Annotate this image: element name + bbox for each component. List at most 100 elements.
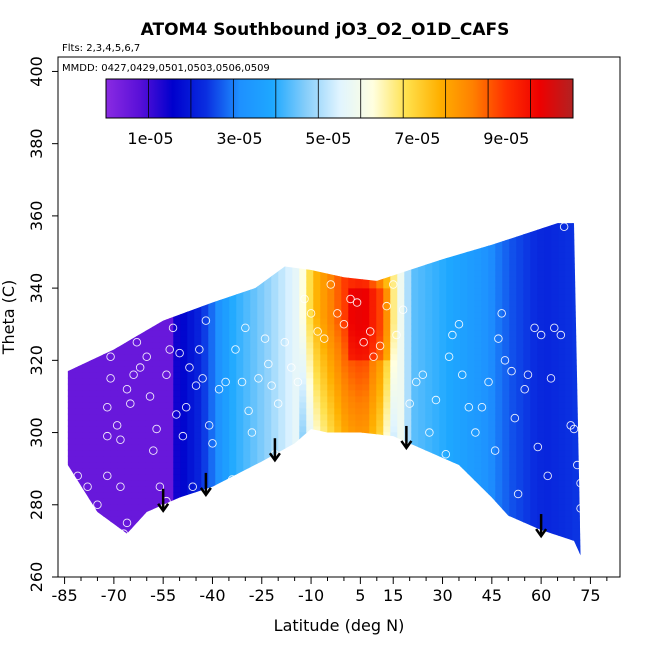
- heatmap-cell: [187, 455, 195, 463]
- heatmap-cell: [152, 491, 160, 499]
- heatmap-cell: [292, 341, 300, 349]
- heatmap-cell: [334, 257, 342, 265]
- heatmap-cell: [474, 293, 482, 301]
- heatmap-cell: [530, 263, 538, 271]
- heatmap-cell: [481, 473, 489, 481]
- heatmap-cell: [404, 461, 412, 469]
- heatmap-cell: [495, 455, 503, 463]
- heatmap-cell: [103, 365, 111, 373]
- heatmap-cell: [355, 377, 363, 385]
- heatmap-cell: [327, 467, 335, 475]
- heatmap-cell: [509, 473, 517, 481]
- heatmap-cell: [271, 275, 279, 283]
- heatmap-cell: [495, 311, 503, 319]
- heatmap-cell: [586, 300, 594, 307]
- heatmap-cell: [124, 245, 132, 253]
- heatmap-cell: [145, 443, 153, 451]
- heatmap-cell: [425, 269, 433, 277]
- heatmap-cell: [488, 467, 496, 475]
- heatmap-cell: [68, 347, 76, 355]
- heatmap-cell: [439, 479, 447, 487]
- heatmap-cell: [215, 443, 223, 451]
- heatmap-cell: [278, 365, 286, 373]
- heatmap-cell: [425, 467, 433, 475]
- heatmap-cell: [173, 503, 181, 511]
- heatmap-cell: [222, 204, 230, 211]
- heatmap-cell: [75, 558, 83, 565]
- data-point: [254, 374, 263, 383]
- heatmap-cell: [516, 485, 524, 493]
- heatmap-cell: [117, 564, 125, 571]
- heatmap-cell: [390, 245, 398, 253]
- heatmap-cell: [306, 443, 314, 451]
- heatmap-cell: [222, 521, 230, 529]
- heatmap-cell: [124, 311, 132, 319]
- heatmap-cell: [320, 311, 328, 319]
- heatmap-cell: [369, 509, 377, 517]
- heatmap-cell: [432, 485, 440, 493]
- heatmap-cell: [173, 227, 181, 235]
- y-tick-label: 280: [27, 490, 46, 521]
- heatmap-cell: [432, 431, 440, 439]
- heatmap-cell: [194, 461, 202, 469]
- heatmap-cell: [243, 204, 251, 211]
- heatmap-cell: [67, 377, 69, 385]
- heatmap-cell: [425, 233, 433, 241]
- heatmap-cell: [558, 311, 566, 319]
- heatmap-cell: [453, 443, 461, 451]
- data-point: [431, 395, 441, 405]
- heatmap-cell: [579, 204, 587, 211]
- heatmap-cell: [152, 251, 160, 259]
- heatmap-cell: [397, 347, 405, 355]
- heatmap-cell: [579, 353, 581, 361]
- heatmap-cell: [180, 377, 188, 385]
- heatmap-cell: [467, 263, 475, 271]
- x-tick-label: -55: [150, 586, 176, 605]
- heatmap-cell: [481, 263, 489, 271]
- heatmap-cell: [320, 275, 328, 283]
- heatmap-cell: [495, 437, 503, 445]
- heatmap-cell: [145, 223, 153, 229]
- heatmap-cell: [348, 473, 356, 481]
- heatmap-cell: [271, 269, 279, 277]
- heatmap-cell: [348, 425, 356, 433]
- heatmap-cell: [250, 401, 258, 409]
- heatmap-cell: [537, 269, 545, 277]
- heatmap-cell: [418, 245, 426, 253]
- heatmap-cell: [383, 305, 391, 313]
- heatmap-cell: [432, 401, 440, 409]
- heatmap-cell: [481, 281, 489, 289]
- heatmap-cell: [446, 293, 454, 301]
- heatmap-cell: [390, 401, 398, 409]
- heatmap-cell: [474, 377, 482, 385]
- heatmap-cell: [222, 485, 230, 493]
- heatmap-cell: [453, 431, 461, 439]
- heatmap-cell: [96, 281, 104, 289]
- heatmap-cell: [250, 257, 258, 265]
- mmdd-label: MMDD: 0427,0429,0501,0503,0506,0509: [62, 63, 270, 74]
- heatmap-cell: [68, 359, 76, 367]
- heatmap-cell: [159, 347, 167, 355]
- heatmap-cell: [530, 521, 538, 529]
- heatmap-cell: [418, 281, 426, 289]
- heatmap-cell: [411, 419, 419, 427]
- heatmap-cell: [425, 437, 433, 445]
- heatmap-cell: [467, 347, 475, 355]
- heatmap-cell: [565, 431, 573, 439]
- heatmap-cell: [243, 227, 251, 235]
- heatmap-cell: [439, 419, 447, 427]
- heatmap-cell: [376, 431, 384, 439]
- heatmap-cell: [194, 251, 202, 259]
- heatmap-cell: [68, 509, 76, 517]
- heatmap-cell: [75, 281, 83, 289]
- heatmap-cell: [341, 269, 349, 277]
- heatmap-cell: [159, 281, 167, 289]
- heatmap-cell: [376, 377, 384, 385]
- heatmap-cell: [96, 539, 104, 547]
- heatmap-cell: [243, 395, 251, 403]
- heatmap-cell: [376, 216, 384, 223]
- heatmap-cell: [194, 335, 202, 343]
- heatmap-cell: [425, 329, 433, 337]
- heatmap-cell: [460, 311, 468, 319]
